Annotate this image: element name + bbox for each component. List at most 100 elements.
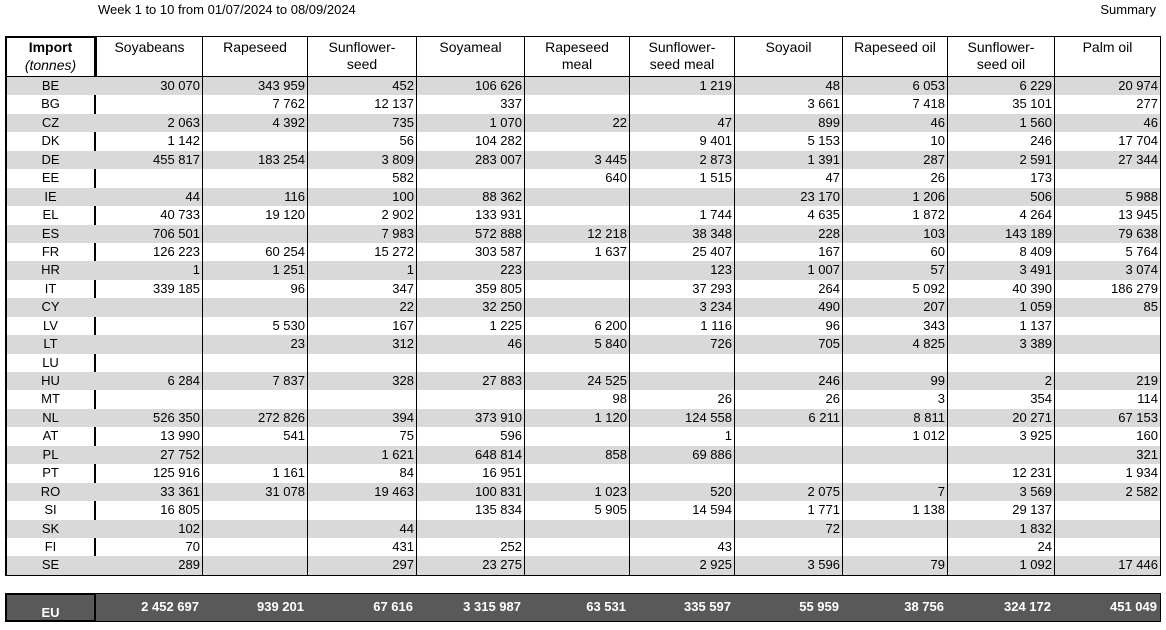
cell-value: 648 814: [475, 446, 522, 462]
cell-value: 303 587: [475, 243, 522, 259]
cell-value: 277: [1136, 96, 1158, 112]
cell-value: 13 945: [1118, 207, 1158, 223]
cell-value: 23 170: [800, 188, 840, 204]
column-header: Sunflower- seed: [307, 36, 417, 77]
cell-value: 16 805: [160, 502, 200, 518]
cell-value: 44: [399, 520, 414, 536]
total-value: 55 959: [799, 599, 839, 614]
cell-value: 520: [710, 483, 732, 499]
cell-value: 7: [937, 483, 945, 499]
cell-value: 12 137: [374, 96, 414, 112]
column-line: [842, 36, 843, 575]
cell-value: 102: [178, 520, 200, 536]
country: PT: [42, 465, 59, 481]
cell-value: 99: [930, 373, 945, 389]
cell-value: 394: [392, 409, 414, 425]
cell-value: 1 023: [594, 483, 627, 499]
cell-value: 17 704: [1118, 133, 1158, 149]
cell-value: 96: [290, 280, 305, 296]
cell-value: 79 638: [1118, 225, 1158, 241]
cell-value: 26: [825, 391, 840, 407]
row-shade: [7, 482, 1160, 502]
cell-value: 60 254: [265, 243, 305, 259]
column-header: Sunflower- seed oil: [947, 36, 1055, 77]
cell-value: 526 350: [153, 409, 200, 425]
row-shade: [7, 77, 1160, 96]
country: CZ: [41, 114, 60, 130]
column-header: Soyabeans: [96, 36, 203, 77]
cell-value: 246: [818, 373, 840, 389]
cell-value: 30 070: [160, 78, 200, 93]
column-header: Rapeseed oil: [842, 36, 948, 77]
cell-value: 431: [392, 539, 414, 554]
cell-value: 26: [930, 170, 945, 186]
country: SK: [41, 520, 60, 536]
cell-value: 23 275: [482, 557, 522, 573]
cell-value: 70: [185, 539, 200, 554]
cell-value: 24: [1037, 539, 1052, 554]
cell-value: 167: [392, 317, 414, 333]
cell-value: 1 120: [594, 409, 627, 425]
cell-value: 228: [818, 225, 840, 241]
cell-value: 1 161: [272, 465, 305, 481]
cell-value: 4 635: [807, 207, 840, 223]
cell-value: 5 988: [1125, 188, 1158, 204]
total-value: 38 756: [904, 599, 944, 614]
cell-value: 8 811: [913, 409, 945, 425]
column-line: [524, 36, 525, 575]
cell-value: 1 070: [489, 114, 522, 130]
cell-value: 283 007: [475, 151, 522, 167]
total-label: EU: [41, 605, 60, 620]
column-line: [307, 36, 308, 575]
country: FR: [41, 243, 60, 259]
cell-value: 2 591: [1019, 151, 1052, 167]
cell-value: 135 834: [475, 502, 522, 518]
cell-value: 1 391: [807, 151, 840, 167]
column-line: [202, 36, 203, 575]
country: LT: [43, 336, 58, 352]
country: ES: [41, 225, 60, 241]
cell-value: 297: [392, 557, 414, 573]
cell-value: 124 558: [685, 409, 732, 425]
cell-value: 33 361: [160, 483, 200, 499]
total-bar: [5, 593, 1161, 622]
cell-value: 10: [930, 133, 945, 149]
cell-value: 133 931: [475, 207, 522, 223]
cell-value: 98: [612, 391, 627, 407]
country: LU: [42, 354, 59, 370]
row-shade: [7, 113, 1160, 133]
total-value: 63 531: [586, 599, 626, 614]
cell-value: 3 074: [1125, 262, 1158, 278]
cell-value: 1 012: [912, 428, 945, 444]
cell-value: 858: [605, 446, 627, 462]
cell-value: 490: [818, 299, 840, 315]
cell-value: 3 661: [807, 96, 840, 112]
cell-value: 3 925: [1019, 428, 1052, 444]
country: SE: [41, 557, 60, 573]
cell-value: 252: [500, 539, 522, 554]
cell-value: 7 983: [381, 225, 414, 241]
total-value: 67 616: [373, 599, 413, 614]
cell-value: 582: [392, 170, 414, 186]
country: BG: [41, 96, 60, 112]
cell-value: 29 137: [1012, 502, 1052, 518]
cell-value: 72: [825, 520, 840, 536]
cell-value: 173: [1030, 170, 1052, 186]
row-shade: [7, 372, 1160, 391]
cell-value: 103: [923, 225, 945, 241]
cell-value: 7 418: [912, 96, 945, 112]
cell-value: 4 825: [912, 336, 945, 352]
cell-value: 40 733: [160, 207, 200, 223]
column-line: [947, 36, 948, 575]
cell-value: 1: [192, 262, 200, 278]
cell-value: 541: [283, 428, 305, 444]
cell-value: 67 153: [1118, 409, 1158, 425]
total-value: 2 452 697: [141, 599, 199, 614]
row-shade: [7, 519, 1160, 538]
cell-value: 116: [284, 188, 305, 204]
total-value: 324 172: [1004, 599, 1051, 614]
cell-value: 219: [1136, 373, 1158, 389]
cell-value: 347: [392, 280, 414, 296]
cell-value: 75: [399, 428, 414, 444]
cell-value: 1 872: [912, 207, 945, 223]
